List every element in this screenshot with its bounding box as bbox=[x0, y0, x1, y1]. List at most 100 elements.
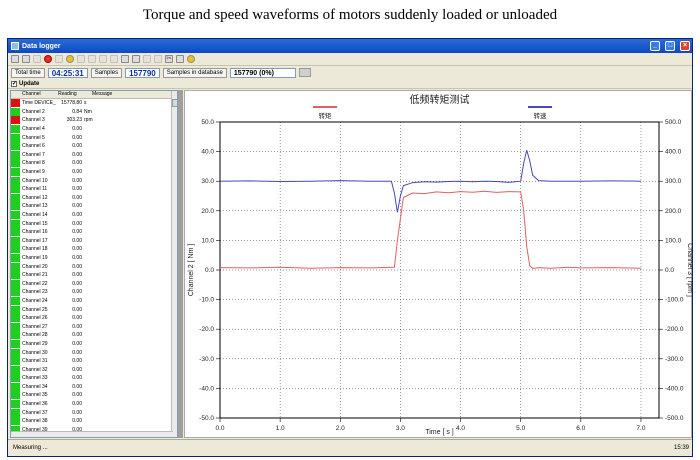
channel-status-indicator bbox=[11, 159, 20, 168]
samples-value: 157790 bbox=[125, 67, 160, 78]
table-row[interactable]: Channel 6 0.00 bbox=[11, 142, 173, 151]
table-row[interactable]: Time DEVICE_ 15778.80 s bbox=[11, 99, 173, 108]
channel-name: Channel 13 bbox=[22, 203, 48, 210]
y-tick-label: -10.0 bbox=[199, 297, 214, 304]
table-row[interactable]: Channel 18 0.00 bbox=[11, 245, 173, 254]
channel-reading: 0.00 bbox=[72, 143, 82, 150]
record-icon[interactable] bbox=[55, 55, 63, 63]
chart-icon[interactable] bbox=[176, 55, 184, 63]
channel-reading: 0.00 bbox=[72, 401, 82, 408]
table-row[interactable]: Channel 21 0.00 bbox=[11, 271, 173, 280]
table-row[interactable]: Channel 33 0.00 bbox=[11, 374, 173, 383]
channel-status-indicator bbox=[11, 417, 20, 426]
update-checkbox-row[interactable]: ✓ Update bbox=[8, 79, 692, 89]
table-row[interactable]: Channel 14 0.00 bbox=[11, 211, 173, 220]
table-row[interactable]: Channel 4 0.00 bbox=[11, 125, 173, 134]
channel-table: Channel Reading Message Time DEVICE_ 1577… bbox=[10, 90, 178, 438]
redo-icon[interactable] bbox=[154, 55, 162, 63]
table-row[interactable]: Channel 39 0.00 bbox=[11, 425, 173, 435]
table-row[interactable]: Channel 15 0.00 bbox=[11, 219, 173, 228]
channel-name: Channel 8 bbox=[22, 160, 45, 167]
table-row[interactable]: Channel 11 0.00 bbox=[11, 185, 173, 194]
bulb-icon[interactable] bbox=[66, 55, 74, 63]
table-row[interactable]: Channel 24 0.00 bbox=[11, 296, 173, 306]
table-row[interactable]: Channel 8 0.00 bbox=[11, 159, 173, 168]
table-vertical-scrollbar[interactable] bbox=[171, 91, 177, 437]
channel-reading: 0.00 bbox=[72, 272, 82, 279]
channel-status-indicator bbox=[11, 219, 20, 228]
y2-tick-label: 300.0 bbox=[665, 178, 682, 185]
table-row[interactable]: Channel 7 0.00 bbox=[11, 150, 173, 160]
update-checkbox[interactable]: ✓ bbox=[11, 80, 18, 87]
table-row[interactable]: Channel 29 0.00 bbox=[11, 339, 173, 349]
cut-icon[interactable]: ✂ bbox=[165, 55, 173, 63]
table-row[interactable]: Channel 13 0.00 bbox=[11, 202, 173, 211]
channel-status-indicator bbox=[11, 142, 20, 151]
table-row[interactable]: Channel 38 0.00 bbox=[11, 417, 173, 426]
channel-name: Channel 24 bbox=[22, 297, 48, 304]
col-message-header: Message bbox=[92, 91, 113, 97]
table-row[interactable]: Channel 17 0.00 bbox=[11, 236, 173, 246]
table-row[interactable]: Channel 16 0.00 bbox=[11, 228, 173, 237]
grid-icon[interactable] bbox=[99, 55, 107, 63]
table-row[interactable]: Channel 10 0.00 bbox=[11, 176, 173, 185]
channel-name: Channel 14 bbox=[22, 212, 48, 219]
arrow-icon[interactable] bbox=[33, 55, 41, 63]
channel-name: Channel 21 bbox=[22, 272, 48, 279]
table-row[interactable]: Channel 9 0.00 bbox=[11, 168, 173, 177]
channel-status-indicator bbox=[11, 322, 20, 331]
table-row[interactable]: Channel 12 0.00 bbox=[11, 193, 173, 203]
splitter[interactable] bbox=[178, 90, 183, 438]
table-row[interactable]: Channel 5 0.00 bbox=[11, 133, 173, 142]
print-icon[interactable] bbox=[132, 55, 140, 63]
reset-button[interactable] bbox=[298, 68, 311, 77]
list-icon[interactable] bbox=[110, 55, 118, 63]
channel-reading: 0.00 bbox=[72, 289, 82, 296]
channel-name: Channel 29 bbox=[22, 340, 48, 347]
channel-reading: 0.00 bbox=[72, 263, 82, 270]
table-row[interactable]: Channel 3 303.23 rpm bbox=[11, 116, 173, 125]
table-row[interactable]: Channel 26 0.00 bbox=[11, 314, 173, 323]
undo-icon[interactable] bbox=[143, 55, 151, 63]
channel-rows: Time DEVICE_ 15778.80 s Channel 2 0.84 Nm Chan… bbox=[11, 99, 173, 434]
table-row[interactable]: Channel 32 0.00 bbox=[11, 365, 173, 374]
table-row[interactable]: Channel 20 0.00 bbox=[11, 262, 173, 271]
table-row[interactable]: Channel 36 0.00 bbox=[11, 400, 173, 409]
table-row[interactable]: Channel 34 0.00 bbox=[11, 382, 173, 392]
channel-status-indicator bbox=[11, 279, 20, 288]
close-button[interactable]: × bbox=[680, 41, 690, 51]
table-row[interactable]: Channel 25 0.00 bbox=[11, 305, 173, 314]
table-row[interactable]: Channel 30 0.00 bbox=[11, 348, 173, 357]
channel-status-indicator bbox=[11, 245, 20, 254]
table-row[interactable]: Channel 19 0.00 bbox=[11, 253, 173, 263]
table-row[interactable]: Channel 22 0.00 bbox=[11, 279, 173, 288]
scroll-thumb[interactable] bbox=[172, 99, 177, 107]
channel-reading: 0.00 bbox=[72, 323, 82, 330]
table-row[interactable]: Channel 23 0.00 bbox=[11, 288, 173, 297]
channel-reading: 0.00 bbox=[72, 229, 82, 236]
open-icon[interactable] bbox=[22, 55, 30, 63]
table-row[interactable]: Channel 35 0.00 bbox=[11, 391, 173, 400]
channel-status-indicator bbox=[11, 348, 20, 357]
y-tick-label: 0.0 bbox=[205, 267, 214, 274]
channel-name: Time DEVICE_ bbox=[22, 100, 56, 107]
table-row[interactable]: Channel 31 0.00 bbox=[11, 357, 173, 366]
channel-status-indicator bbox=[11, 374, 20, 383]
save-icon[interactable] bbox=[121, 55, 129, 63]
window-title: Data logger bbox=[22, 42, 61, 50]
new-icon[interactable] bbox=[11, 55, 19, 63]
channel-name: Channel 15 bbox=[22, 220, 48, 227]
y2-tick-label: 200.0 bbox=[665, 208, 682, 215]
table-horizontal-scrollbar[interactable] bbox=[11, 431, 173, 437]
table-row[interactable]: Channel 37 0.00 bbox=[11, 408, 173, 417]
stop-icon[interactable] bbox=[44, 55, 52, 63]
y2-tick-label: 100.0 bbox=[665, 237, 682, 244]
table-row[interactable]: Channel 2 0.84 Nm bbox=[11, 107, 173, 117]
minimize-button[interactable]: _ bbox=[650, 41, 660, 51]
table-row[interactable]: Channel 28 0.00 bbox=[11, 331, 173, 340]
table-row[interactable]: Channel 27 0.00 bbox=[11, 322, 173, 331]
help-icon[interactable] bbox=[187, 55, 195, 63]
maximize-button[interactable]: □ bbox=[665, 41, 675, 51]
grid-icon[interactable] bbox=[77, 55, 85, 63]
grid-icon[interactable] bbox=[88, 55, 96, 63]
